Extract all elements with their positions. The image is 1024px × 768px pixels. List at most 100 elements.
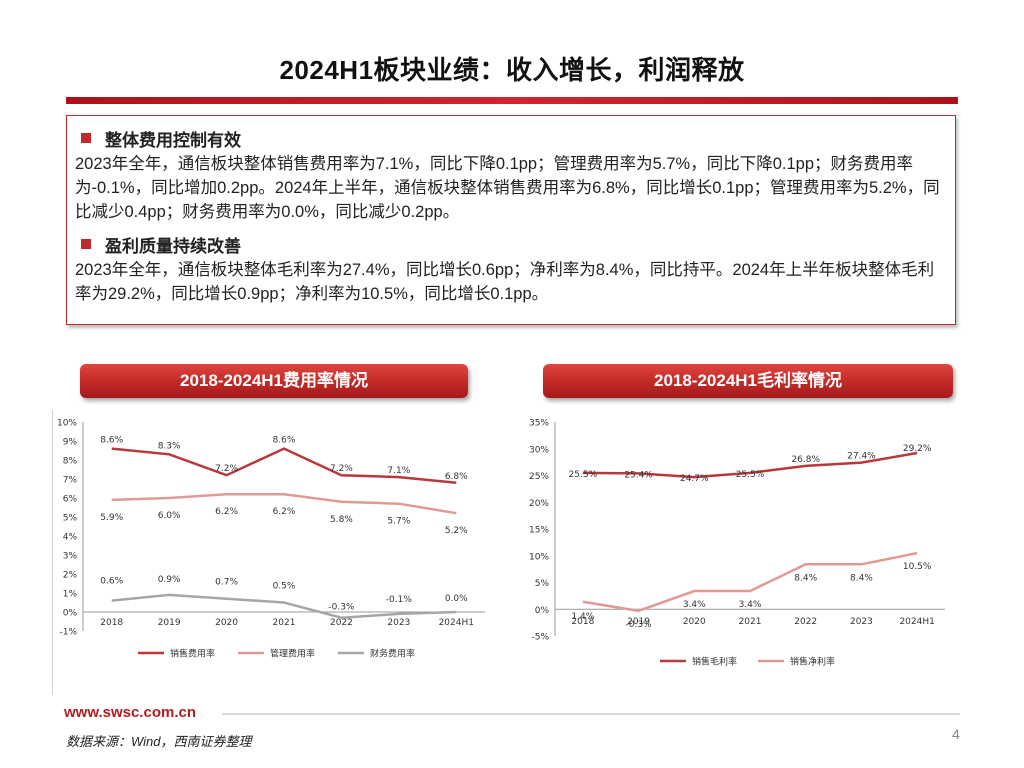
y-tick-label: -1% (59, 628, 77, 638)
data-label: 5.8% (330, 515, 353, 525)
y-tick-label: 0% (535, 606, 550, 616)
data-label: 5.9% (100, 513, 123, 523)
x-tick-label: 2019 (158, 618, 181, 628)
chart-title-expense: 2018-2024H1费用率情况 (80, 364, 468, 398)
data-label: 25.5% (736, 470, 765, 480)
y-tick-label: 0% (63, 609, 78, 619)
data-label: 5.2% (445, 526, 468, 536)
bullet-square-icon (81, 133, 91, 143)
section-paragraph: 2023年全年，通信板块整体销售费用率为7.1%，同比下降0.1pp；管理费用率… (75, 155, 940, 221)
legend-label: 销售净利率 (790, 656, 835, 668)
y-tick-label: 5% (63, 514, 78, 524)
data-label: 5.7% (387, 517, 410, 527)
y-tick-label: 9% (63, 438, 78, 448)
legend-label: 销售费用率 (170, 648, 215, 660)
data-label: 10.5% (903, 562, 932, 572)
y-tick-label: 5% (535, 579, 550, 589)
chart-divider (52, 410, 53, 695)
y-tick-label: 25% (529, 472, 549, 482)
website-link[interactable]: www.swsc.com.cn (64, 704, 196, 721)
section-paragraph: 2023年全年，通信板块整体毛利率为27.4%，同比增长0.6pp；净利率为8.… (75, 261, 935, 303)
data-label: -0.1% (386, 595, 413, 605)
data-label: -0.3% (626, 620, 653, 630)
legend-label: 管理费用率 (270, 648, 315, 660)
x-tick-label: 2023 (387, 618, 410, 628)
data-label: 8.4% (794, 573, 817, 583)
data-label: 0.9% (158, 575, 181, 585)
data-label: 0.0% (445, 594, 468, 604)
y-tick-label: 4% (63, 533, 78, 543)
series-line (111, 593, 457, 619)
y-tick-label: 7% (63, 476, 78, 486)
data-label: 3.4% (683, 600, 706, 610)
data-label: 27.4% (847, 452, 876, 462)
y-tick-label: 35% (529, 419, 549, 429)
section-heading-text: 整体费用控制有效 (105, 130, 241, 150)
data-label: 26.8% (791, 455, 820, 465)
data-label: 7.1% (387, 466, 410, 476)
data-label: 7.2% (215, 464, 238, 474)
margin-chart: -5% 0% 5% 10% 15% 20% 25% 30% 35% 2018 2019 2020 202… (515, 410, 960, 680)
data-label: 8.4% (850, 573, 873, 583)
margin-chart-svg: -5% 0% 5% 10% 15% 20% 25% 30% 35% 2018 2019 2020 202… (529, 419, 945, 668)
data-label: 29.2% (903, 444, 932, 454)
series-line (111, 447, 457, 485)
y-tick-label: 20% (529, 499, 549, 509)
data-label: 25.5% (569, 470, 598, 480)
x-tick-label: 2018 (100, 618, 123, 628)
y-tick-label: 10% (529, 552, 549, 562)
title-underline (66, 97, 958, 104)
section-heading: 盈利质量持续改善 (75, 230, 947, 258)
data-label: -0.3% (328, 603, 355, 613)
x-tick-label: 2020 (215, 618, 238, 628)
x-tick-label: 2022 (330, 618, 353, 628)
x-tick-label: 2022 (794, 617, 817, 627)
data-label: 0.6% (100, 577, 123, 587)
data-label: 6.8% (445, 472, 468, 482)
y-tick-label: 3% (63, 552, 78, 562)
x-tick-label: 2020 (683, 617, 706, 627)
series-line (582, 451, 918, 479)
chart-title-margin: 2018-2024H1毛利率情况 (543, 364, 953, 398)
data-source: 数据来源：Wind，西南证券整理 (66, 734, 252, 749)
x-tick-label: 2024H1 (899, 617, 934, 627)
data-label: 8.6% (100, 436, 123, 446)
y-tick-label: 30% (529, 445, 549, 455)
section-heading: 整体费用控制有效 (75, 124, 947, 152)
x-tick-label: 2021 (739, 617, 762, 627)
data-label: 6.2% (215, 507, 238, 517)
data-label: 8.6% (273, 436, 296, 446)
y-tick-label: 15% (529, 526, 549, 536)
data-label: 25.4% (624, 470, 653, 480)
y-tick-label: 8% (63, 457, 78, 467)
y-tick-label: -5% (531, 633, 549, 643)
y-tick-label: 6% (63, 495, 78, 505)
legend-label: 财务费用率 (370, 648, 415, 660)
series-line (111, 492, 457, 515)
footer-divider (222, 713, 960, 715)
data-label: 6.0% (158, 511, 181, 521)
x-tick-label: 2024H1 (439, 618, 474, 628)
x-tick-label: 2018 (571, 617, 594, 627)
page-number: 4 (952, 726, 960, 742)
data-label: 24.7% (680, 474, 709, 484)
x-tick-label: 2021 (273, 618, 296, 628)
legend-label: 销售毛利率 (692, 656, 737, 668)
y-tick-label: 2% (63, 571, 78, 581)
y-tick-label: 1% (63, 590, 78, 600)
expense-chart-svg: -1% 0% 1% 2% 3% 4% 5% 6% 7% 8% 9% 10% 2018 2019 2020 20… (57, 419, 485, 660)
data-label: 1.4% (571, 612, 594, 622)
data-label: 6.2% (273, 507, 296, 517)
data-label: 0.5% (273, 582, 296, 592)
data-label: 0.7% (215, 578, 238, 588)
x-tick-label: 2019 (627, 617, 650, 627)
page-title: 2024H1板块业绩：收入增长，利润释放 (279, 55, 745, 85)
data-label: 8.3% (158, 441, 181, 451)
x-tick-label: 2023 (850, 617, 873, 627)
data-label: 3.4% (739, 600, 762, 610)
y-tick-label: 10% (57, 419, 77, 429)
section-heading-text: 盈利质量持续改善 (105, 236, 241, 256)
data-label: 7.2% (330, 464, 353, 474)
series-line (582, 551, 918, 613)
summary-box: 整体费用控制有效 2023年全年，通信板块整体销售费用率为7.1%，同比下降0.… (66, 115, 956, 325)
